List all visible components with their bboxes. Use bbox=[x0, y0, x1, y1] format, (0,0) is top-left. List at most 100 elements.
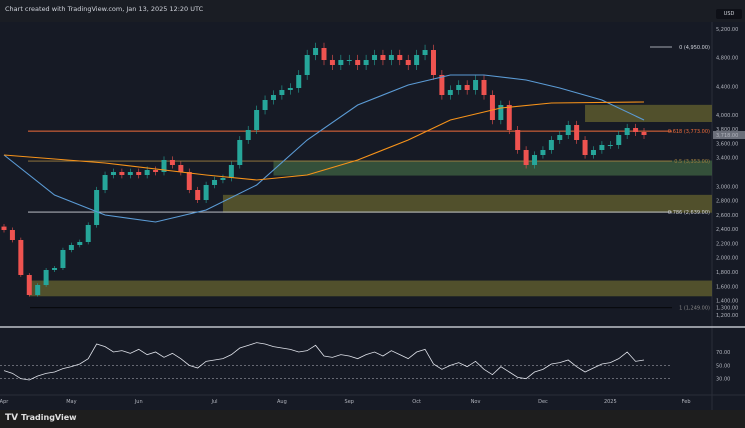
currency-button[interactable]: USD bbox=[716, 9, 742, 19]
support-resistance-zone bbox=[273, 160, 712, 176]
candle-body bbox=[195, 190, 201, 200]
current-price-badge bbox=[713, 131, 745, 139]
candle-body bbox=[405, 60, 411, 65]
candle-body bbox=[228, 165, 234, 178]
candle-body bbox=[582, 140, 588, 155]
candle-body bbox=[169, 160, 175, 165]
support-resistance-zone bbox=[222, 194, 712, 213]
candle-body bbox=[624, 128, 630, 135]
candle-body bbox=[439, 75, 445, 95]
candle-body bbox=[414, 55, 420, 65]
candle-body bbox=[532, 155, 538, 165]
candle-body bbox=[212, 180, 218, 185]
support-resistance-zone bbox=[585, 104, 712, 122]
candle-body bbox=[607, 145, 613, 146]
candle-body bbox=[102, 175, 108, 190]
time-tick-label: Oct bbox=[412, 399, 421, 405]
candle-body bbox=[77, 242, 83, 245]
time-tick-label: Sep bbox=[345, 399, 354, 405]
candle-body bbox=[9, 230, 15, 240]
candle-body bbox=[388, 55, 394, 60]
candle-body bbox=[119, 172, 125, 175]
time-tick-label: Apr bbox=[0, 399, 9, 405]
price-tick-label: 3,600.00 bbox=[716, 141, 738, 147]
candle-body bbox=[35, 285, 41, 295]
time-tick-label: 2025 bbox=[604, 399, 617, 405]
footer: TV TradingView bbox=[0, 410, 745, 428]
rsi-tick-label: 30.00 bbox=[716, 377, 730, 383]
rsi-tick-label: 70.00 bbox=[716, 350, 730, 356]
support-resistance-zone bbox=[29, 280, 712, 297]
price-tick-label: 2,400.00 bbox=[716, 227, 738, 233]
candle-body bbox=[633, 128, 639, 132]
price-tick-label: 2,600.00 bbox=[716, 213, 738, 219]
candle-body bbox=[161, 160, 167, 172]
price-tick-label: 2,000.00 bbox=[716, 256, 738, 262]
candle-body bbox=[506, 105, 512, 130]
candle-body bbox=[616, 135, 622, 145]
candle-body bbox=[68, 245, 74, 250]
rsi-line bbox=[3, 342, 645, 381]
candle-body bbox=[456, 85, 462, 90]
price-tick-label: 4,400.00 bbox=[716, 84, 738, 90]
fib-level-label: 0.5 (3,353.00) bbox=[674, 159, 710, 165]
price-tick-label: 3,000.00 bbox=[716, 184, 738, 190]
candle-body bbox=[287, 88, 293, 90]
time-tick-label: Feb bbox=[682, 399, 691, 405]
price-chart[interactable]: 0.618 (3,773.00) 0.5 (3,353.00) 0.786 (2,6… bbox=[0, 22, 745, 410]
candle-body bbox=[237, 140, 243, 165]
candle-body bbox=[346, 60, 352, 61]
candle-body bbox=[540, 150, 546, 155]
candle-body bbox=[481, 80, 487, 95]
candle-body bbox=[430, 50, 436, 75]
candle-body bbox=[574, 125, 580, 140]
chart-area[interactable]: 0.618 (3,773.00) 0.5 (3,353.00) 0.786 (2,6… bbox=[0, 22, 745, 410]
current-price-label: 3,718.00 bbox=[716, 133, 738, 139]
candle-body bbox=[178, 165, 184, 172]
chart-title: Chart created with TradingView.com, Jan … bbox=[5, 5, 204, 13]
tradingview-logo[interactable]: TV TradingView bbox=[5, 413, 77, 423]
candle-body bbox=[279, 90, 285, 95]
candle-body bbox=[1, 226, 7, 230]
candle-body bbox=[296, 75, 302, 88]
candle-body bbox=[186, 172, 192, 190]
tradingview-logo-text: TradingView bbox=[21, 413, 77, 422]
fib-level-label: 0 (4,950.00) bbox=[679, 45, 710, 51]
price-tick-label: 4,800.00 bbox=[716, 56, 738, 62]
fib-level-label: 1 (1,249.00) bbox=[679, 306, 710, 312]
candle-body bbox=[262, 100, 268, 110]
time-tick-label: Dec bbox=[538, 399, 548, 405]
price-tick-label: 2,200.00 bbox=[716, 241, 738, 247]
price-tick-label: 1,300.00 bbox=[716, 306, 738, 312]
candle-body bbox=[380, 55, 386, 60]
candle-body bbox=[313, 48, 319, 55]
candle-body bbox=[397, 55, 403, 60]
candle-body bbox=[363, 60, 369, 65]
candle-body bbox=[85, 225, 91, 242]
candle-body bbox=[43, 270, 49, 285]
candle-body bbox=[18, 240, 24, 275]
candle-body bbox=[338, 60, 344, 65]
candle-body bbox=[422, 50, 428, 55]
fib-level-label: 0.786 (2,639.00) bbox=[668, 210, 710, 216]
candle-body bbox=[144, 170, 150, 175]
price-tick-label: 1,800.00 bbox=[716, 270, 738, 276]
time-tick-label: May bbox=[66, 399, 76, 405]
candle-body bbox=[548, 140, 554, 150]
candle-body bbox=[254, 110, 260, 130]
time-tick-label: Jul bbox=[211, 399, 218, 405]
moving-average-blue bbox=[3, 74, 645, 223]
price-tick-label: 1,600.00 bbox=[716, 284, 738, 290]
tradingview-logo-icon: TV bbox=[5, 413, 19, 423]
price-tick-label: 3,800.00 bbox=[716, 127, 738, 133]
candle-body bbox=[590, 150, 596, 155]
price-tick-label: 4,000.00 bbox=[716, 113, 738, 119]
candle-body bbox=[270, 95, 276, 100]
candle-body bbox=[60, 250, 66, 268]
candle-body bbox=[447, 90, 453, 95]
candle-body bbox=[464, 85, 470, 90]
candle-body bbox=[473, 80, 479, 90]
candle-body bbox=[220, 178, 226, 180]
candle-body bbox=[321, 48, 327, 60]
candle-body bbox=[599, 145, 605, 150]
